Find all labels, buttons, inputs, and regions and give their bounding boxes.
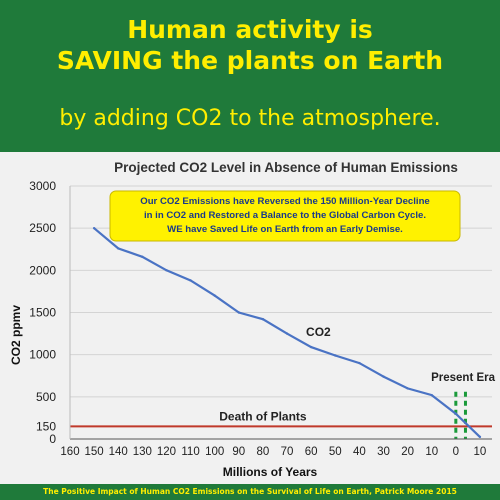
co2-data-point bbox=[141, 255, 144, 259]
headline-banner: Human activity is SAVING the plants on E… bbox=[0, 0, 500, 152]
y-tick-label: 3000 bbox=[29, 179, 56, 193]
x-tick-label: 70 bbox=[281, 446, 294, 458]
x-tick-label: 60 bbox=[305, 446, 318, 458]
x-tick-labels: 160 150 140 130 120 110 100 90 80 70 60 50 40 30 20 10 0… bbox=[60, 446, 486, 458]
x-tick-label: 30 bbox=[377, 446, 390, 458]
headline-line-2: SAVING the plants on Earth bbox=[56, 46, 444, 75]
chart-title: Projected CO2 Level in Absence of Human … bbox=[114, 160, 458, 175]
y-tick-label: 0 bbox=[49, 432, 56, 446]
y-tick-label: 1000 bbox=[29, 348, 56, 362]
co2-data-point bbox=[382, 375, 385, 378]
subheadline: by adding CO2 to the atmosphere. bbox=[59, 106, 441, 131]
headline: Human activity is SAVING the plants on E… bbox=[0, 14, 500, 76]
y-tick-label: 2000 bbox=[29, 263, 56, 277]
callout-line-3: WE have Saved Life on Earth from an Earl… bbox=[167, 224, 403, 235]
co2-chart: Projected CO2 Level in Absence of Human … bbox=[9, 160, 496, 479]
x-axis-label: Millions of Years bbox=[223, 465, 318, 479]
co2-data-point bbox=[334, 354, 337, 357]
y-tick-label: 2500 bbox=[29, 221, 56, 235]
y-tick-label: 150 bbox=[36, 419, 56, 433]
x-tick-label: 50 bbox=[329, 446, 342, 458]
x-tick-label: 110 bbox=[181, 446, 199, 458]
x-tick-label: 120 bbox=[157, 446, 176, 458]
x-tick-label: 90 bbox=[232, 446, 245, 458]
callout-box bbox=[109, 190, 461, 242]
headline-line-1: Human activity is bbox=[127, 15, 373, 44]
co2-data-point bbox=[165, 269, 168, 272]
present-era-label: Present Era bbox=[431, 372, 496, 384]
x-tick-label: 0 bbox=[453, 446, 459, 458]
x-tick-label: 130 bbox=[133, 446, 152, 458]
chart-panel: Projected CO2 Level in Absence of Human … bbox=[0, 152, 500, 484]
x-tick-label: 150 bbox=[85, 446, 104, 458]
co2-data-point bbox=[237, 311, 240, 314]
present-marker-group: Present Era bbox=[431, 372, 496, 439]
callout: Our CO2 Emissions have Reversed the 150 … bbox=[109, 190, 461, 242]
co2-data-point bbox=[189, 279, 192, 282]
y-axis-label: CO2 ppmv bbox=[9, 305, 23, 365]
co2-data-point bbox=[285, 332, 289, 335]
threshold-group: Death of Plants bbox=[70, 409, 492, 428]
footer-credit: The Positive Impact of Human CO2 Emissio… bbox=[0, 484, 500, 500]
y-tick-label: 500 bbox=[36, 390, 56, 404]
death-of-plants-label: Death of Plants bbox=[219, 409, 307, 423]
x-tick-label: 140 bbox=[109, 446, 128, 458]
series-group: CO2 bbox=[92, 226, 482, 439]
co2-data-point bbox=[309, 345, 313, 349]
x-tick-label: 40 bbox=[353, 446, 366, 458]
co2-data-point bbox=[406, 387, 409, 390]
co2-data-point bbox=[454, 412, 458, 415]
co2-data-point bbox=[430, 393, 433, 397]
co2-series-label: CO2 bbox=[306, 325, 331, 339]
x-tick-label: 160 bbox=[60, 446, 79, 458]
co2-data-point bbox=[92, 226, 96, 230]
co2-data-point bbox=[261, 318, 265, 321]
y-tick-label: 1500 bbox=[29, 306, 56, 320]
co2-data-point bbox=[358, 361, 361, 365]
co2-data-point bbox=[117, 247, 120, 250]
x-tick-label: 10 bbox=[425, 446, 438, 458]
co2-data-point bbox=[478, 435, 482, 439]
x-tick-label: 20 bbox=[401, 446, 414, 458]
co2-data-point bbox=[213, 294, 216, 297]
callout-line-1: Our CO2 Emissions have Reversed the 150 … bbox=[140, 196, 430, 207]
x-tick-label: 10 bbox=[474, 446, 487, 458]
callout-line-2: in in CO2 and Restored a Balance to the … bbox=[144, 210, 426, 221]
x-tick-label: 80 bbox=[257, 446, 270, 458]
x-tick-label: 100 bbox=[205, 446, 224, 458]
axes bbox=[69, 186, 492, 440]
